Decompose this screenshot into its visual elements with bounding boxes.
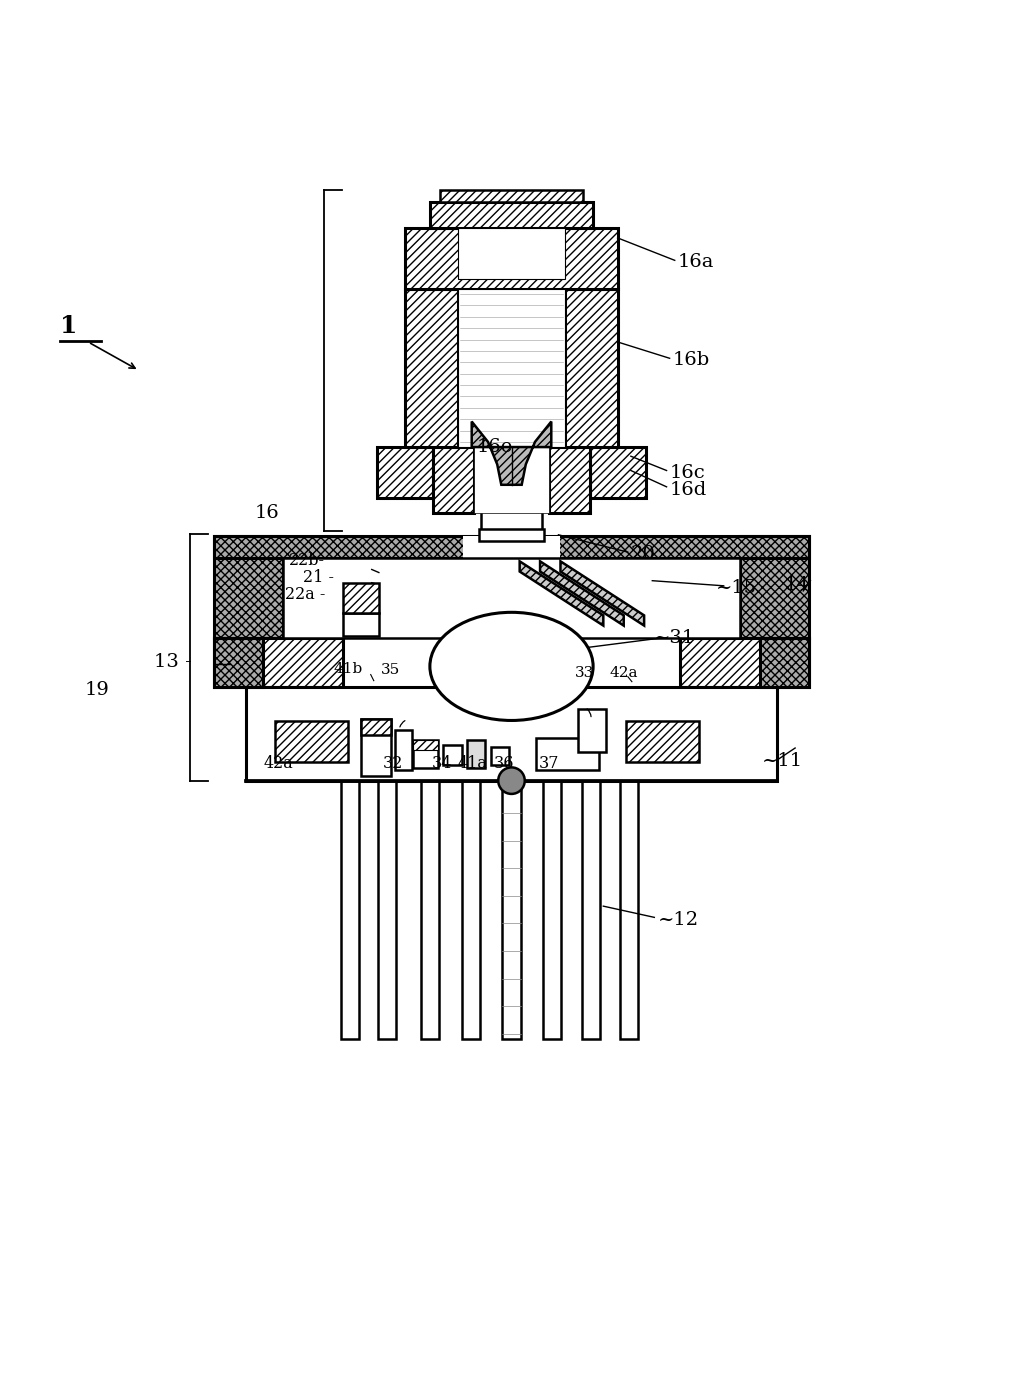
Text: ~11: ~11 — [761, 753, 803, 771]
Text: 16c: 16c — [670, 464, 706, 481]
Text: 42a: 42a — [264, 754, 294, 772]
Bar — [420, 781, 439, 1039]
Bar — [626, 722, 700, 763]
Bar — [474, 447, 549, 513]
Text: 16: 16 — [255, 505, 279, 523]
Bar — [680, 638, 809, 687]
Bar — [275, 722, 348, 763]
Bar — [412, 740, 438, 750]
Bar — [479, 528, 544, 541]
Bar — [458, 289, 565, 447]
Text: 22b-: 22b- — [290, 552, 325, 569]
Bar — [430, 202, 593, 227]
Text: 16d: 16d — [670, 481, 707, 499]
Text: 34: 34 — [432, 754, 452, 772]
Bar — [620, 781, 638, 1039]
Text: 1: 1 — [59, 314, 77, 337]
Bar — [462, 535, 561, 558]
Bar — [590, 447, 647, 498]
Bar — [360, 719, 391, 735]
Text: 35: 35 — [381, 664, 400, 677]
Bar — [481, 492, 542, 531]
Text: 36: 36 — [494, 754, 515, 772]
Polygon shape — [540, 562, 624, 626]
Bar — [412, 740, 438, 768]
Ellipse shape — [430, 612, 593, 721]
Text: 37: 37 — [539, 754, 560, 772]
Bar — [377, 781, 396, 1039]
Bar — [395, 729, 411, 771]
Bar — [405, 227, 618, 289]
Bar — [343, 613, 379, 636]
Bar — [376, 447, 433, 498]
Text: ~12: ~12 — [658, 912, 699, 930]
Text: 22a -: 22a - — [285, 587, 325, 604]
Text: 42a: 42a — [610, 665, 638, 679]
Bar — [214, 535, 283, 638]
Bar — [283, 558, 740, 638]
Bar — [440, 190, 583, 202]
Text: 32: 32 — [383, 754, 403, 772]
Text: ~31: ~31 — [655, 629, 696, 647]
Bar — [247, 687, 776, 781]
Text: 14: 14 — [785, 576, 809, 594]
Bar — [549, 447, 590, 513]
Text: 21 -: 21 - — [304, 569, 335, 585]
Text: 16a: 16a — [678, 254, 714, 272]
Bar — [582, 781, 601, 1039]
Text: 20: 20 — [631, 545, 656, 563]
Bar — [466, 740, 485, 768]
Bar — [458, 227, 565, 279]
Bar — [214, 638, 263, 687]
Bar — [565, 289, 618, 447]
Bar — [491, 747, 509, 765]
Bar — [443, 744, 461, 765]
Circle shape — [498, 767, 525, 795]
Bar — [433, 447, 474, 513]
Bar — [578, 710, 607, 753]
Bar — [214, 535, 809, 558]
Bar — [360, 719, 391, 775]
Bar — [740, 535, 809, 638]
Bar — [543, 781, 562, 1039]
Bar — [343, 583, 379, 613]
Text: 13 -: 13 - — [154, 654, 192, 672]
Text: ~15: ~15 — [715, 579, 757, 597]
Text: 19: 19 — [85, 680, 109, 698]
Bar — [461, 781, 480, 1039]
Bar — [536, 737, 599, 771]
Polygon shape — [520, 562, 604, 626]
Bar — [760, 638, 809, 687]
Bar — [341, 781, 359, 1039]
Text: 33: 33 — [575, 665, 594, 679]
Text: 16e: 16e — [477, 438, 514, 456]
Bar — [502, 781, 521, 1039]
Polygon shape — [472, 421, 551, 485]
Bar — [405, 289, 458, 447]
Text: 41b: 41b — [333, 662, 363, 676]
Text: 16b: 16b — [673, 351, 710, 369]
Polygon shape — [561, 562, 644, 626]
Text: 41a: 41a — [457, 754, 487, 772]
Bar — [214, 638, 343, 687]
